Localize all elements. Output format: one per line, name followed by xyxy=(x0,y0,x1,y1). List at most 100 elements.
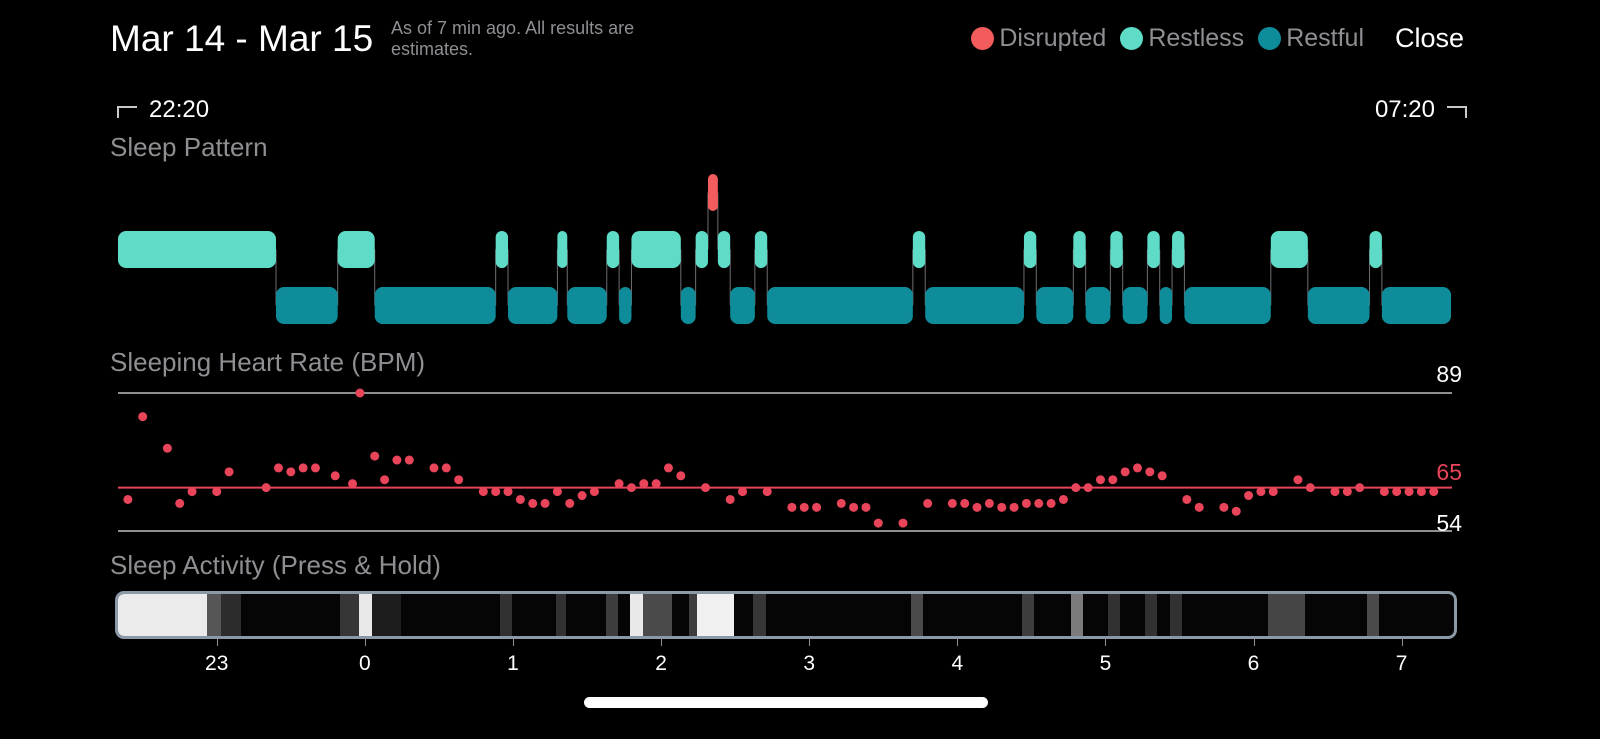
hr-point xyxy=(1071,483,1081,493)
hr-point xyxy=(1355,483,1365,493)
hr-min-value: 54 xyxy=(1436,510,1462,536)
hr-point xyxy=(984,498,994,508)
sleep-stage-restful xyxy=(567,287,607,324)
close-button[interactable]: Close xyxy=(1394,23,1464,53)
activity-segment xyxy=(1021,594,1035,636)
sleep-stage-restful xyxy=(925,287,1024,324)
hr-point xyxy=(1145,467,1155,477)
heart-rate-label: Sleeping Heart Rate (BPM) xyxy=(110,347,426,377)
x-axis-label: 3 xyxy=(803,652,816,675)
hr-point xyxy=(577,491,587,501)
hr-max-value: 89 xyxy=(1436,361,1462,387)
x-tick xyxy=(1105,637,1107,646)
x-tick xyxy=(957,637,959,646)
hr-point xyxy=(972,502,982,512)
hr-point xyxy=(355,388,365,398)
x-axis-label: 5 xyxy=(1099,652,1112,675)
x-axis-label: 6 xyxy=(1247,652,1260,675)
estimate-note: As of 7 min ago. All results are estimat… xyxy=(391,18,635,59)
x-axis-label: 4 xyxy=(951,652,964,675)
hr-point xyxy=(404,455,414,465)
hr-point xyxy=(187,487,197,497)
x-tick xyxy=(512,637,514,646)
hr-point xyxy=(1083,483,1093,493)
hr-point xyxy=(725,494,735,504)
x-tick xyxy=(216,637,218,646)
activity-segment xyxy=(339,594,360,636)
hr-point xyxy=(1194,502,1204,512)
legend-restless: Restless xyxy=(1120,24,1244,53)
hr-point xyxy=(429,463,439,473)
hr-point xyxy=(212,487,222,497)
home-indicator[interactable] xyxy=(584,697,988,708)
activity-segment xyxy=(556,594,567,636)
legend-label: Restful xyxy=(1286,24,1364,52)
restful-dot-icon xyxy=(1258,27,1282,50)
disrupted-dot-icon xyxy=(971,27,995,50)
sleep-stage-restful xyxy=(1307,287,1370,324)
sleep-stage-restful xyxy=(1381,287,1451,324)
sleep-stage-restless xyxy=(1023,231,1037,268)
hr-point xyxy=(1392,487,1402,497)
sleep-pattern-chart xyxy=(118,174,1451,324)
hr-point xyxy=(540,498,550,508)
sleep-pattern-label: Sleep Pattern xyxy=(110,132,268,162)
hr-point xyxy=(1330,487,1340,497)
hr-point xyxy=(261,483,271,493)
sleep-stage-restful xyxy=(1036,287,1074,324)
range-start-time: 22:20 xyxy=(149,96,210,123)
activity-segment xyxy=(118,594,207,636)
x-tick xyxy=(809,637,811,646)
legend-restful: Restful xyxy=(1258,24,1364,53)
bracket-end-icon xyxy=(1447,106,1467,118)
hr-point xyxy=(273,463,283,473)
hr-point xyxy=(1305,483,1315,493)
sleep-stage-restless xyxy=(1270,231,1308,268)
sleep-stage-restful xyxy=(680,287,696,324)
hr-point xyxy=(1034,498,1044,508)
hr-point xyxy=(441,463,451,473)
hr-point xyxy=(923,498,933,508)
legend-label: Restless xyxy=(1148,24,1245,52)
hr-point xyxy=(639,479,649,489)
hr-point xyxy=(298,463,308,473)
activity-segment xyxy=(371,594,402,636)
hr-point xyxy=(1009,502,1019,512)
hr-point xyxy=(1256,487,1266,497)
hr-point xyxy=(515,494,525,504)
hr-point xyxy=(762,487,772,497)
hr-point xyxy=(1120,467,1130,477)
sleep-stage-restless xyxy=(717,231,731,268)
hr-point xyxy=(162,443,172,453)
legend-label: Disrupted xyxy=(999,24,1107,52)
activity-segment xyxy=(642,594,673,636)
sleep-stage-restless xyxy=(1369,231,1382,268)
activity-segment xyxy=(1108,594,1121,636)
hr-point xyxy=(701,483,711,493)
hr-point xyxy=(224,467,234,477)
hr-point xyxy=(898,518,908,528)
hr-point xyxy=(286,467,296,477)
hr-point xyxy=(1429,487,1439,497)
sleep-stage-restless xyxy=(606,231,620,268)
x-axis-label: 1 xyxy=(507,652,519,675)
sleep-activity-label: Sleep Activity (Press & Hold) xyxy=(110,550,441,580)
sleep-activity-strip[interactable] xyxy=(115,591,1457,639)
sleep-stage-restless xyxy=(695,231,708,268)
hr-point xyxy=(663,463,673,473)
hr-point xyxy=(380,475,390,485)
hr-point xyxy=(1132,463,1142,473)
hr-point xyxy=(849,502,859,512)
x-axis-label: 0 xyxy=(359,652,371,675)
hr-point xyxy=(651,479,661,489)
activity-segment xyxy=(206,594,222,636)
heart-rate-chart xyxy=(118,388,1452,532)
page-title: Mar 14 - Mar 15 xyxy=(110,18,374,59)
hr-point xyxy=(614,479,624,489)
activity-segment xyxy=(1071,594,1084,636)
hr-point xyxy=(1157,471,1167,481)
hr-point xyxy=(738,487,748,497)
hr-point xyxy=(1268,487,1278,497)
x-axis-label: 7 xyxy=(1395,652,1408,675)
sleep-stage-restless xyxy=(337,231,375,268)
